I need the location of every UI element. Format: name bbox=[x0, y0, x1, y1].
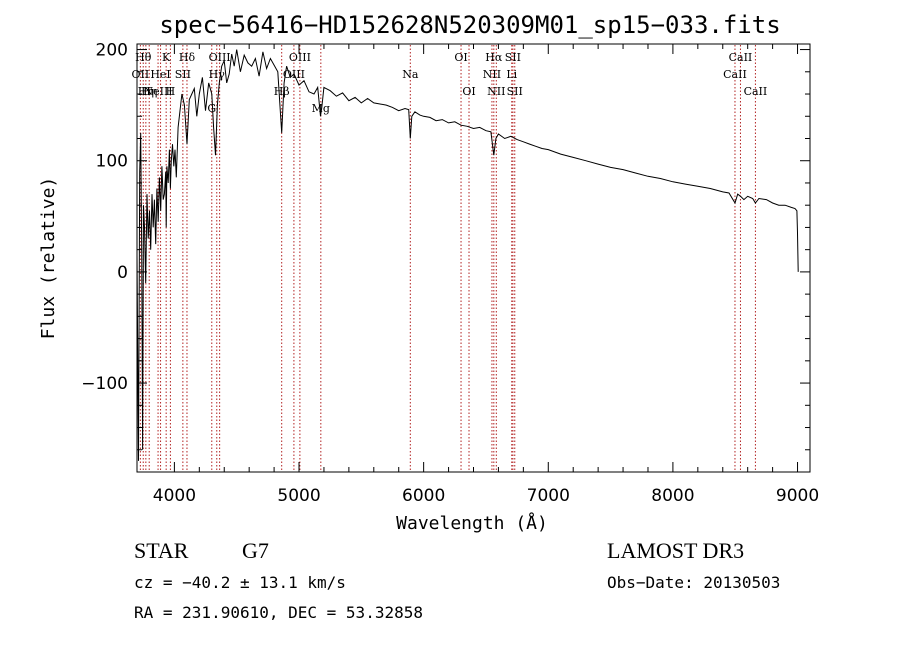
spectral-line-label: OIII bbox=[209, 51, 231, 64]
redshift-cz: cz = −40.2 ± 13.1 km/s bbox=[134, 573, 346, 592]
spectral-line-markers bbox=[139, 45, 756, 471]
spectral-line-label: SII bbox=[507, 85, 523, 98]
spectral-line-label: G bbox=[207, 102, 216, 115]
x-axis-ticks: 4000 5000 6000 7000 8000 9000 bbox=[153, 44, 819, 506]
x-tick-label: 6000 bbox=[402, 486, 445, 506]
chart-title: spec−56416−HD152628N520309M01_sp15−033.f… bbox=[159, 11, 780, 39]
spectral-line-label: OI bbox=[462, 85, 475, 98]
spectral-line-label: Hγ bbox=[209, 68, 226, 81]
x-tick-label: 7000 bbox=[527, 486, 570, 506]
spectral-line-label: K bbox=[162, 51, 171, 64]
object-class: STAR bbox=[134, 538, 189, 563]
x-tick-label: 4000 bbox=[153, 486, 196, 506]
spectral-line-label: Mg bbox=[312, 102, 330, 115]
spectral-line-label: Hβ bbox=[274, 85, 290, 98]
x-tick-label: 5000 bbox=[277, 486, 320, 506]
spectral-line-label: Hδ bbox=[179, 51, 196, 64]
y-axis-label: Flux (relative) bbox=[38, 177, 59, 340]
spectral-line-label: NII bbox=[483, 68, 501, 81]
observation-date: Obs−Date: 20130503 bbox=[607, 573, 781, 592]
x-tick-label: 9000 bbox=[776, 486, 819, 506]
y-tick-label: 0 bbox=[117, 263, 128, 283]
spectral-line-label: H bbox=[166, 85, 176, 98]
y-tick-label: −100 bbox=[81, 374, 128, 394]
spectral-line-label: CaII bbox=[729, 51, 753, 64]
spectral-line-label: Hη bbox=[138, 85, 154, 98]
spectral-line-label: OIII bbox=[283, 68, 305, 81]
spectral-line-label: SII bbox=[505, 51, 521, 64]
spectral-line-label: NII bbox=[487, 85, 505, 98]
y-tick-label: 200 bbox=[96, 41, 128, 61]
spectrum-line bbox=[136, 49, 799, 461]
spectral-line-label: HeI bbox=[150, 68, 170, 81]
survey-name: LAMOST DR3 bbox=[607, 538, 745, 563]
spectral-line-label: Hα bbox=[485, 51, 503, 64]
x-tick-label: 8000 bbox=[651, 486, 694, 506]
spectral-line-label: OII bbox=[132, 68, 150, 81]
spectral-line-label: CaII bbox=[744, 85, 768, 98]
plot-frame bbox=[136, 43, 811, 473]
spectral-line-label: NeIII bbox=[143, 85, 172, 98]
y-axis-ticks: −100 0 100 200 bbox=[81, 41, 810, 473]
spectral-line-label: OI bbox=[454, 51, 467, 64]
spectral-line-label: Na bbox=[402, 68, 419, 81]
spectral-line-label: CaII bbox=[723, 68, 747, 81]
spectral-line-label: Hη bbox=[141, 85, 157, 98]
object-subclass: G7 bbox=[242, 538, 269, 563]
spectral-line-label: SII bbox=[175, 68, 191, 81]
spectral-line-label: Li bbox=[506, 68, 517, 81]
x-axis-label: Wavelength (Å) bbox=[396, 512, 548, 534]
y-tick-label: 100 bbox=[96, 152, 128, 172]
spectral-line-labels: OIIHθHηHηNeIIIHeIKHSIIHδGHγOIIIHβOIIIOII… bbox=[132, 51, 768, 115]
spectral-line-label: Hθ bbox=[135, 51, 152, 64]
spectral-line-label: OIII bbox=[289, 51, 311, 64]
ra-dec-coordinates: RA = 231.90610, DEC = 53.32858 bbox=[134, 603, 423, 622]
